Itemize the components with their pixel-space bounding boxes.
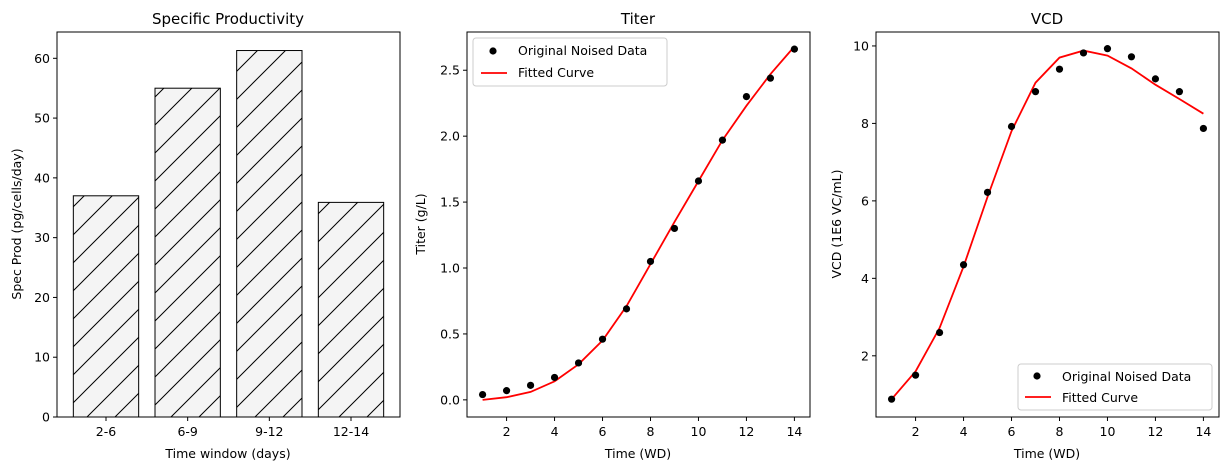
- y-tick-label: 2: [861, 348, 869, 363]
- data-point: [935, 328, 944, 337]
- data-point: [1127, 53, 1136, 61]
- data-point: [1007, 122, 1016, 131]
- y-tick-label: 10: [34, 350, 50, 365]
- x-tick-label: 12: [1147, 424, 1163, 439]
- plot-frame: [56, 31, 401, 418]
- chart-title: Titer: [620, 10, 656, 28]
- data-point: [526, 381, 535, 389]
- data-point: [959, 261, 968, 269]
- y-tick-label: 0.5: [440, 326, 460, 341]
- bar: [236, 50, 303, 418]
- x-tick-label: 8: [647, 424, 655, 439]
- fitted-curve-line: [482, 45, 796, 401]
- x-tick-label: 8: [1056, 424, 1064, 439]
- x-tick-label: 14: [1195, 424, 1211, 439]
- chart-title: Specific Productivity: [152, 10, 304, 28]
- legend-marker-scatter: [489, 47, 497, 55]
- y-tick-label: 20: [34, 290, 50, 305]
- y-axis-label: VCD (1E6 VC/mL): [829, 169, 844, 278]
- fitted-curve-line: [890, 49, 1204, 400]
- y-tick-label: 8: [861, 116, 869, 131]
- chart-title: VCD: [1031, 10, 1063, 28]
- y-axis-label: Spec Prod (pg/cells/day): [9, 148, 24, 299]
- data-point: [983, 188, 992, 196]
- x-axis-label: Time window (days): [164, 446, 290, 461]
- x-tick-label: 12: [738, 424, 754, 439]
- legend: Original Noised Data Fitted Curve: [1017, 363, 1213, 411]
- plot-frame: [875, 31, 1220, 418]
- legend-label: Original Noised Data: [1062, 369, 1191, 384]
- y-tick-label: 10: [853, 38, 869, 53]
- x-tick-label: 6-9: [177, 424, 197, 439]
- y-tick-label: 0: [42, 410, 50, 425]
- bar-chart-panel: Specific Productivity Time window (days)…: [9, 10, 401, 461]
- y-tick-label: 4: [861, 271, 869, 286]
- bar: [154, 87, 221, 418]
- data-point: [646, 257, 655, 266]
- data-point: [911, 371, 920, 379]
- legend: Original Noised Data Fitted Curve: [472, 37, 668, 87]
- data-point: [742, 93, 751, 101]
- x-tick-label: 4: [960, 424, 968, 439]
- data-point: [598, 335, 607, 343]
- data-point: [718, 136, 727, 144]
- plot-frame: [466, 31, 811, 418]
- legend-label: Fitted Curve: [518, 65, 594, 80]
- x-tick-label: 2: [503, 424, 511, 439]
- legend-box: [472, 37, 668, 87]
- legend-marker-scatter: [1033, 372, 1041, 380]
- legend-label: Original Noised Data: [518, 43, 647, 58]
- x-tick-label: 6: [1008, 424, 1016, 439]
- data-point: [1103, 45, 1112, 53]
- y-axis-label: Titer (g/L): [413, 193, 428, 255]
- data-point: [478, 390, 487, 399]
- legend-box: [1017, 363, 1213, 411]
- y-tick-label: 50: [34, 111, 50, 126]
- x-tick-label: 12-14: [333, 424, 369, 439]
- bar: [317, 201, 385, 418]
- data-point: [1199, 124, 1208, 133]
- x-tick-label: 9-12: [255, 424, 283, 439]
- y-tick-label: 1.0: [440, 261, 460, 276]
- x-tick-label: 2: [912, 424, 920, 439]
- data-point: [1079, 49, 1088, 57]
- y-tick-label: 0.0: [440, 392, 460, 407]
- y-tick-label: 40: [34, 170, 50, 185]
- data-point: [502, 387, 511, 395]
- x-axis-label: Time (WD): [604, 446, 671, 461]
- y-tick-label: 60: [34, 51, 50, 66]
- data-point: [1031, 88, 1040, 96]
- y-tick-label: 2.5: [440, 63, 460, 78]
- x-tick-label: 10: [691, 424, 707, 439]
- legend-label: Fitted Curve: [1062, 390, 1138, 405]
- y-tick-label: 6: [861, 193, 869, 208]
- data-point: [790, 45, 799, 53]
- titer-chart-panel: Titer Time (WD) Titer (g/L) 2 4 6 8 10 12 14 0…: [413, 10, 811, 461]
- y-tick-label: 30: [34, 230, 50, 245]
- x-tick-label: 6: [599, 424, 607, 439]
- data-point: [694, 177, 703, 185]
- data-point: [766, 74, 775, 82]
- data-point: [670, 224, 679, 233]
- x-tick-label: 14: [786, 424, 802, 439]
- y-tick-label: 1.5: [440, 195, 460, 210]
- data-point: [1055, 65, 1064, 73]
- data-point: [1151, 75, 1160, 83]
- vcd-chart-panel: VCD Time (WD) VCD (1E6 VC/mL) 2 4 6 8 10 12 14…: [829, 10, 1220, 461]
- x-tick-label: 2-6: [96, 424, 116, 439]
- data-point: [574, 359, 583, 367]
- bar: [72, 195, 140, 418]
- y-tick-label: 2.0: [440, 129, 460, 144]
- data-point: [887, 395, 896, 403]
- x-tick-label: 10: [1100, 424, 1116, 439]
- data-point: [1175, 88, 1184, 96]
- data-point: [622, 305, 631, 313]
- x-tick-label: 4: [551, 424, 559, 439]
- data-point: [550, 373, 559, 382]
- x-axis-label: Time (WD): [1013, 446, 1080, 461]
